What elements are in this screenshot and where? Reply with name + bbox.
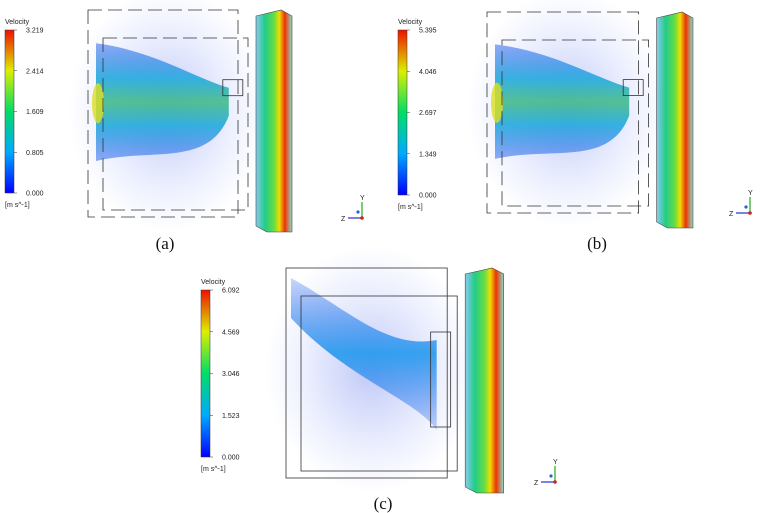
- colorbar-tick-label: 1.523: [222, 413, 240, 420]
- velocity-field: [467, 0, 694, 229]
- velocity-field: [68, 0, 293, 233]
- plate: [464, 267, 505, 494]
- axis-z-label: Z: [341, 216, 346, 223]
- colorbar-tick-label: 2.414: [26, 68, 44, 75]
- panel: Velocity 6.092 4.569 3.046 1.523 0.000 [m s^-1…: [200, 245, 558, 513]
- legend-unit: [m s^-1]: [201, 466, 226, 473]
- colorbar-tick-label: 6.092: [222, 288, 240, 295]
- colorbar-tick-label: 0.805: [26, 150, 44, 157]
- axis-origin: [553, 480, 557, 484]
- colorbar-tick-label: 0.000: [26, 191, 44, 198]
- colorbar-tick-label: 3.219: [26, 28, 44, 35]
- plate: [656, 11, 694, 229]
- jet-core: [92, 83, 104, 124]
- panel: Velocity 5.395 4.046 2.697 1.349 0.000 [m s^-1…: [397, 0, 753, 253]
- colorbar-tick-label: 1.609: [26, 109, 44, 116]
- colorbar-tick-label: 2.697: [419, 110, 437, 117]
- nozzle: [222, 79, 244, 97]
- domain-back: [285, 267, 448, 479]
- axis-x: [549, 474, 553, 478]
- nozzle: [430, 331, 452, 428]
- axis-y-label: Y: [553, 459, 558, 466]
- caption: (a): [156, 234, 175, 253]
- colorbar: [200, 289, 211, 458]
- legend-title: Velocity: [201, 279, 226, 286]
- colorbar-tick-label: 3.046: [222, 371, 240, 378]
- jet: [291, 278, 437, 430]
- legend-unit: [m s^-1]: [398, 204, 423, 211]
- colorbar-tick-label: 0.000: [419, 193, 437, 200]
- axis-x: [356, 210, 360, 214]
- domain-back: [486, 11, 640, 214]
- legend-unit: [m s^-1]: [5, 202, 30, 209]
- colorbar: [4, 29, 15, 194]
- colorbar-tick-label: 0.000: [222, 455, 240, 462]
- caption: (b): [587, 234, 607, 253]
- caption: (c): [374, 494, 393, 513]
- plate: [255, 9, 293, 233]
- axis-x: [744, 205, 748, 209]
- axis-origin: [360, 216, 364, 220]
- legend-title: Velocity: [398, 19, 423, 26]
- jet: [495, 44, 630, 159]
- axis-origin: [748, 211, 752, 215]
- colorbar-tick-label: 1.349: [419, 151, 437, 158]
- jet-core: [491, 82, 503, 123]
- legend-title: Velocity: [5, 19, 30, 26]
- domain-front: [501, 39, 650, 207]
- velocity-field: [265, 245, 505, 494]
- jet: [96, 43, 229, 161]
- colorbar: [397, 29, 408, 196]
- axis-y-label: Y: [748, 190, 753, 197]
- axis-y-label: Y: [360, 195, 365, 202]
- axis-z-label: Z: [729, 211, 734, 218]
- nozzle: [622, 79, 644, 96]
- domain-back: [87, 9, 239, 218]
- colorbar-tick-label: 4.046: [419, 69, 437, 76]
- domain-front: [102, 37, 249, 211]
- axis-z-label: Z: [534, 480, 539, 487]
- panel: Velocity 3.219 2.414 1.609 0.805 0.000 [m s^-1…: [4, 0, 365, 253]
- domain-front: [300, 295, 458, 472]
- colorbar-tick-label: 5.395: [419, 28, 437, 35]
- colorbar-tick-label: 4.569: [222, 329, 240, 336]
